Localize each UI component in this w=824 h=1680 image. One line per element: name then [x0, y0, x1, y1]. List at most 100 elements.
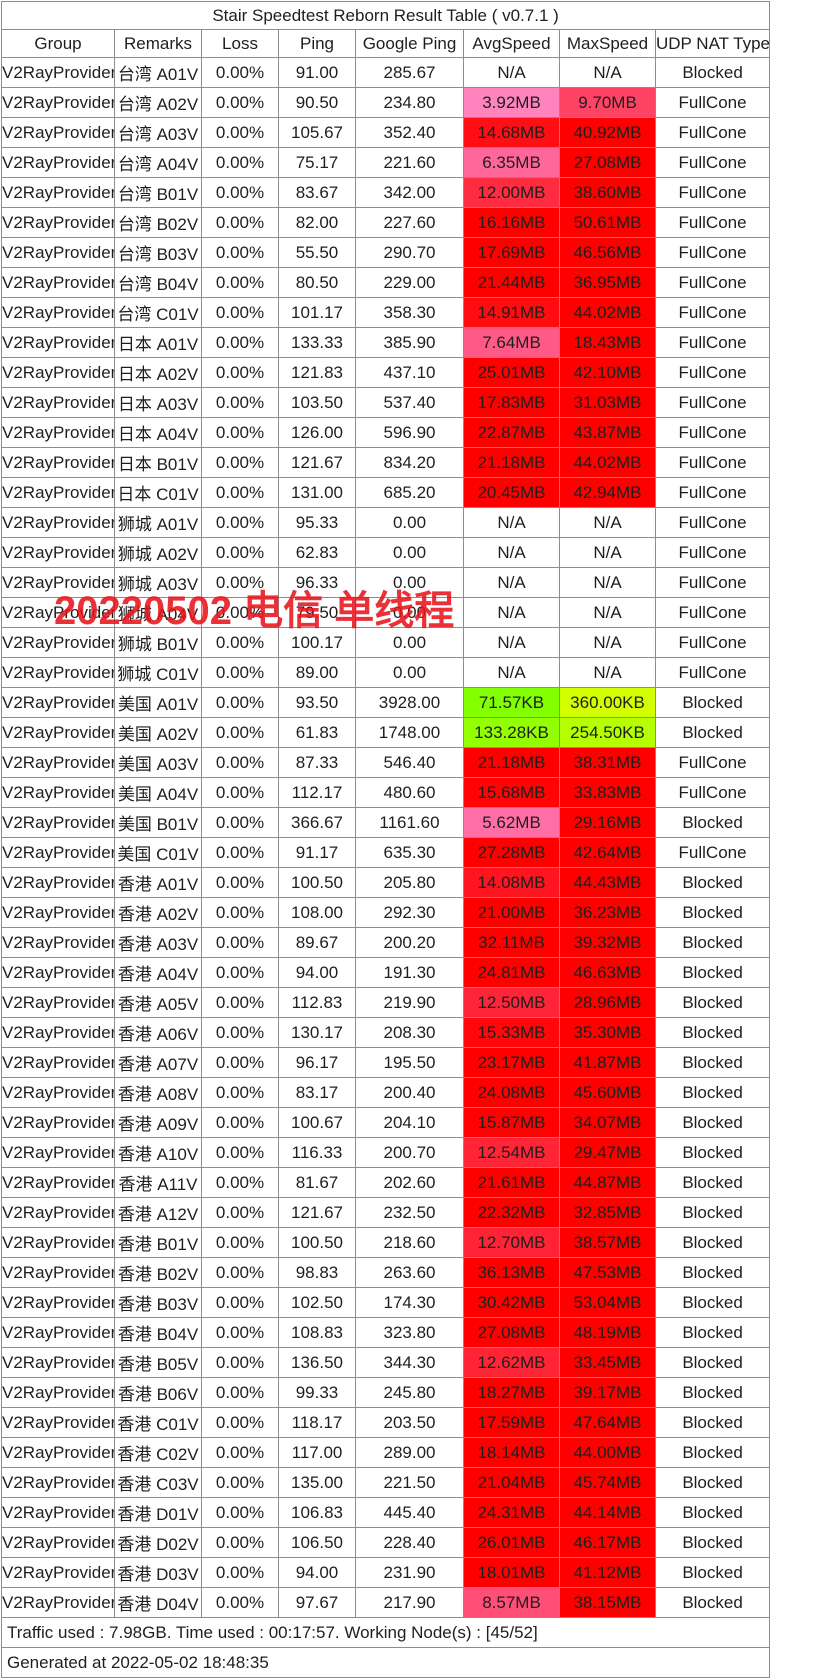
cell-google-ping: 229.00: [355, 267, 464, 298]
cell-maxspeed: 32.85MB: [559, 1197, 656, 1228]
cell-google-ping: 437.10: [355, 357, 464, 388]
cell-udp-nat-type: Blocked: [654, 927, 771, 958]
cell-avgspeed: 26.01MB: [463, 1527, 560, 1558]
cell-maxspeed: 39.32MB: [559, 927, 656, 958]
cell-google-ping: 221.50: [355, 1467, 464, 1498]
cell-loss: 0.00%: [201, 807, 279, 838]
cell-udp-nat-type: FullCone: [654, 567, 771, 598]
cell-udp-nat-type: Blocked: [654, 1137, 771, 1168]
cell-loss: 0.00%: [201, 477, 279, 508]
cell-udp-nat-type: FullCone: [654, 507, 771, 538]
cell-maxspeed: 33.83MB: [559, 777, 656, 808]
cell-ping: 117.00: [278, 1437, 356, 1468]
cell-avgspeed: 17.69MB: [463, 237, 560, 268]
cell-remarks: 台湾 B03V: [114, 237, 202, 268]
cell-ping: 108.00: [278, 897, 356, 928]
table-row: V2RayProvider 日本 A01V 0.00% 133.33 385.90 7.6…: [1, 327, 771, 358]
cell-avgspeed: 24.81MB: [463, 957, 560, 988]
cell-group: V2RayProvider: [1, 897, 115, 928]
table-row: V2RayProvider 日本 A02V 0.00% 121.83 437.10 25.…: [1, 357, 771, 388]
cell-udp-nat-type: Blocked: [654, 1227, 771, 1258]
cell-loss: 0.00%: [201, 687, 279, 718]
cell-remarks: 美国 C01V: [114, 837, 202, 868]
table-row: V2RayProvider 狮城 A04V 0.00% 79.50 0.00 N/A N/A…: [1, 597, 771, 628]
cell-google-ping: 263.60: [355, 1257, 464, 1288]
cell-maxspeed: 44.87MB: [559, 1167, 656, 1198]
cell-remarks: 日本 A04V: [114, 417, 202, 448]
cell-ping: 106.50: [278, 1527, 356, 1558]
cell-avgspeed: 12.54MB: [463, 1137, 560, 1168]
cell-udp-nat-type: FullCone: [654, 207, 771, 238]
cell-maxspeed: 38.57MB: [559, 1227, 656, 1258]
cell-google-ping: 231.90: [355, 1557, 464, 1588]
cell-avgspeed: 15.87MB: [463, 1107, 560, 1138]
cell-udp-nat-type: FullCone: [654, 267, 771, 298]
table-row: V2RayProvider 台湾 A01V 0.00% 91.00 285.67 N/A N…: [1, 57, 771, 88]
cell-google-ping: 234.80: [355, 87, 464, 118]
cell-google-ping: 217.90: [355, 1587, 464, 1618]
cell-avgspeed: 133.28KB: [463, 717, 560, 748]
cell-avgspeed: 17.59MB: [463, 1407, 560, 1438]
cell-remarks: 日本 A01V: [114, 327, 202, 358]
cell-maxspeed: 45.60MB: [559, 1077, 656, 1108]
cell-remarks: 日本 C01V: [114, 477, 202, 508]
cell-loss: 0.00%: [201, 1047, 279, 1078]
table-row: V2RayProvider 香港 D04V 0.00% 97.67 217.90 8.57…: [1, 1587, 771, 1618]
cell-google-ping: 385.90: [355, 327, 464, 358]
cell-group: V2RayProvider: [1, 777, 115, 808]
cell-maxspeed: 42.64MB: [559, 837, 656, 868]
cell-google-ping: 352.40: [355, 117, 464, 148]
cell-group: V2RayProvider: [1, 1587, 115, 1618]
cell-ping: 108.83: [278, 1317, 356, 1348]
cell-group: V2RayProvider: [1, 387, 115, 418]
cell-ping: 89.67: [278, 927, 356, 958]
cell-loss: 0.00%: [201, 1077, 279, 1108]
cell-group: V2RayProvider: [1, 747, 115, 778]
cell-maxspeed: N/A: [559, 597, 656, 628]
table-row: V2RayProvider 美国 A03V 0.00% 87.33 546.40 21.1…: [1, 747, 771, 778]
table-row: V2RayProvider 香港 A12V 0.00% 121.67 232.50 22.…: [1, 1197, 771, 1228]
cell-loss: 0.00%: [201, 117, 279, 148]
cell-maxspeed: N/A: [559, 507, 656, 538]
cell-group: V2RayProvider: [1, 1377, 115, 1408]
cell-remarks: 香港 B01V: [114, 1227, 202, 1258]
cell-remarks: 香港 B03V: [114, 1287, 202, 1318]
cell-group: V2RayProvider: [1, 417, 115, 448]
cell-avgspeed: 21.00MB: [463, 897, 560, 928]
cell-loss: 0.00%: [201, 1407, 279, 1438]
cell-remarks: 台湾 B04V: [114, 267, 202, 298]
column-header-maxspeed: MaxSpeed: [559, 29, 656, 58]
cell-maxspeed: N/A: [559, 537, 656, 568]
cell-group: V2RayProvider: [1, 537, 115, 568]
cell-loss: 0.00%: [201, 957, 279, 988]
cell-group: V2RayProvider: [1, 1287, 115, 1318]
cell-ping: 94.00: [278, 1557, 356, 1588]
cell-loss: 0.00%: [201, 87, 279, 118]
cell-group: V2RayProvider: [1, 177, 115, 208]
cell-loss: 0.00%: [201, 1017, 279, 1048]
cell-avgspeed: 32.11MB: [463, 927, 560, 958]
column-header-group: Group: [1, 29, 115, 58]
cell-remarks: 香港 D04V: [114, 1587, 202, 1618]
table-row: V2RayProvider 狮城 A02V 0.00% 62.83 0.00 N/A N/A…: [1, 537, 771, 568]
cell-loss: 0.00%: [201, 1467, 279, 1498]
cell-google-ping: 3928.00: [355, 687, 464, 718]
cell-maxspeed: 42.10MB: [559, 357, 656, 388]
cell-group: V2RayProvider: [1, 1317, 115, 1348]
cell-group: V2RayProvider: [1, 297, 115, 328]
table-row: V2RayProvider 香港 B02V 0.00% 98.83 263.60 36.1…: [1, 1257, 771, 1288]
cell-loss: 0.00%: [201, 297, 279, 328]
cell-remarks: 美国 A01V: [114, 687, 202, 718]
table-row: V2RayProvider 狮城 A01V 0.00% 95.33 0.00 N/A N/A…: [1, 507, 771, 538]
cell-group: V2RayProvider: [1, 1107, 115, 1138]
cell-maxspeed: 46.17MB: [559, 1527, 656, 1558]
cell-group: V2RayProvider: [1, 447, 115, 478]
cell-avgspeed: 24.08MB: [463, 1077, 560, 1108]
cell-google-ping: 200.20: [355, 927, 464, 958]
cell-avgspeed: 24.31MB: [463, 1497, 560, 1528]
table-row: V2RayProvider 香港 A08V 0.00% 83.17 200.40 24.0…: [1, 1077, 771, 1108]
cell-udp-nat-type: Blocked: [654, 1437, 771, 1468]
cell-loss: 0.00%: [201, 1287, 279, 1318]
cell-remarks: 香港 A09V: [114, 1107, 202, 1138]
results-table-body: V2RayProvider 台湾 A01V 0.00% 91.00 285.67 N/A N…: [1, 57, 771, 1618]
